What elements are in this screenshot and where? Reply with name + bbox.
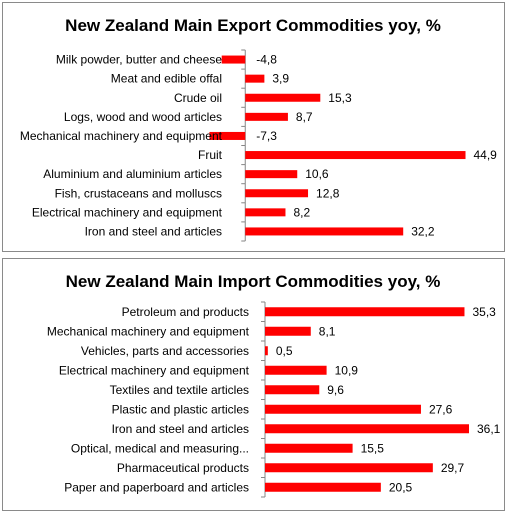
bar	[265, 482, 381, 492]
bar	[245, 170, 298, 179]
data-label: 15,3	[328, 91, 352, 105]
data-label: 8,7	[296, 110, 313, 124]
category-label: Textiles and textile articles	[110, 383, 249, 397]
data-label: 0,5	[276, 344, 293, 358]
category-label: Crude oil	[174, 91, 222, 105]
category-label: Logs, wood and wood articles	[64, 110, 222, 124]
data-label: 9,6	[327, 383, 344, 397]
export-chart: New Zealand Main Export Commodities yoy,…	[20, 16, 498, 242]
bar	[265, 326, 311, 336]
bar	[209, 131, 246, 140]
data-label: 32,2	[411, 224, 435, 238]
bar	[245, 189, 309, 198]
category-label: Pharmaceutical products	[117, 461, 249, 475]
category-label: Mechanical machinery and equipment	[47, 324, 250, 338]
data-label: -4,8	[256, 53, 277, 67]
category-label: Iron and steel and articles	[85, 224, 222, 238]
data-label: 8,2	[293, 205, 310, 219]
bar	[265, 463, 433, 473]
data-label: 29,7	[441, 461, 465, 475]
bar	[265, 424, 469, 434]
category-label: Electrical machinery and equipment	[32, 205, 223, 219]
category-label: Electrical machinery and equipment	[59, 363, 250, 377]
bar	[221, 55, 246, 64]
category-label: Plastic and plastic articles	[112, 402, 249, 416]
category-label: Iron and steel and articles	[112, 422, 249, 436]
bar	[245, 151, 466, 160]
bar	[245, 93, 321, 102]
import-chart-title: New Zealand Main Import Commodities yoy,…	[66, 272, 441, 291]
data-label: 27,6	[429, 402, 453, 416]
data-label: 8,1	[319, 324, 336, 338]
data-label: 15,5	[361, 441, 385, 455]
bar	[265, 307, 465, 317]
data-label: 36,1	[477, 422, 501, 436]
category-label: Meat and edible offal	[111, 72, 222, 86]
category-label: Optical, medical and measuring...	[71, 441, 249, 455]
import-chart-panel: New Zealand Main Import Commodities yoy,…	[2, 258, 505, 511]
bar	[245, 112, 288, 121]
category-label: Aluminium and aluminium articles	[43, 167, 222, 181]
data-label: 12,8	[316, 186, 340, 200]
data-label: 10,9	[335, 363, 359, 377]
data-label: 10,6	[305, 167, 329, 181]
category-label: Paper and paperboard and articles	[64, 480, 249, 494]
category-label: Fruit	[198, 148, 223, 162]
category-label: Vehicles, parts and accessories	[81, 344, 249, 358]
export-chart-title: New Zealand Main Export Commodities yoy,…	[65, 16, 441, 35]
bar	[265, 346, 268, 356]
bar	[265, 365, 327, 375]
export-chart-panel: New Zealand Main Export Commodities yoy,…	[2, 2, 505, 252]
bar	[245, 208, 286, 217]
data-label: -7,3	[256, 129, 277, 143]
bar	[265, 404, 421, 414]
import-chart: New Zealand Main Import Commodities yoy,…	[47, 272, 501, 498]
category-label: Milk powder, butter and cheese	[56, 53, 222, 67]
data-label: 20,5	[389, 480, 413, 494]
data-label: 44,9	[474, 148, 498, 162]
data-label: 3,9	[272, 72, 289, 86]
category-label: Fish, crustaceans and molluscs	[55, 186, 222, 200]
data-label: 35,3	[472, 305, 496, 319]
bar	[265, 385, 320, 395]
bar	[245, 74, 265, 83]
bar	[265, 443, 353, 453]
category-label: Petroleum and products	[122, 305, 249, 319]
category-label: Mechanical machinery and equipment	[20, 129, 223, 143]
bar	[245, 227, 404, 236]
